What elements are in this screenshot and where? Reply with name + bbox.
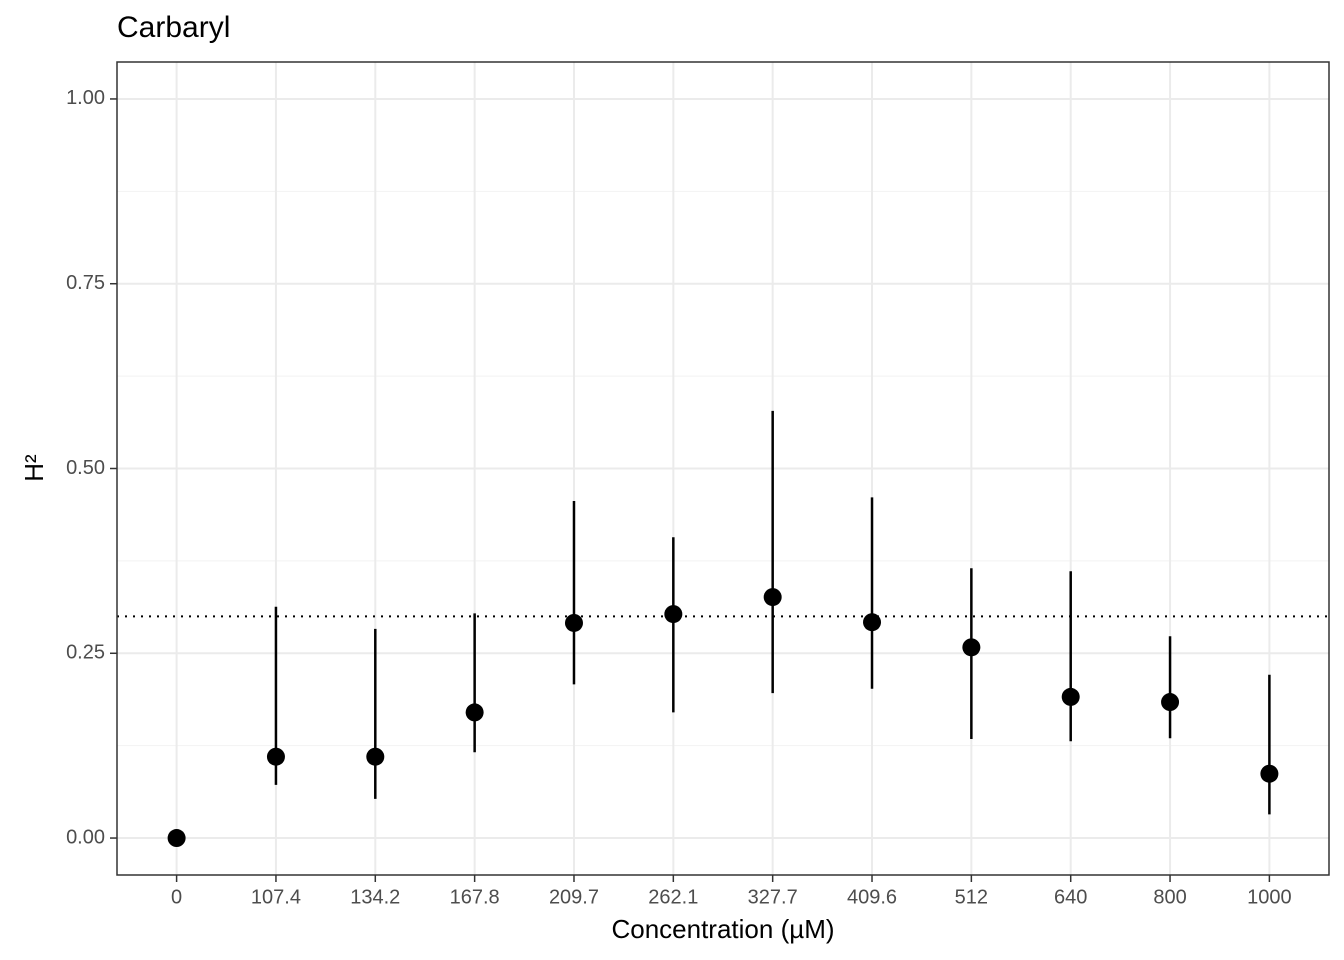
y-tick-label: 0.75 [66,272,105,294]
point [863,613,882,632]
x-tick-label: 1000 [1247,886,1292,908]
x-tick-label: 800 [1153,886,1186,908]
y-tick-label: 0.50 [66,457,105,479]
x-tick-label: 327.7 [748,886,798,908]
x-tick-label: 262.1 [648,886,698,908]
x-tick-label: 209.7 [549,886,599,908]
point [266,747,285,766]
x-tick-label: 107.4 [251,886,301,908]
point [763,588,782,607]
y-tick-label: 0.25 [66,642,105,664]
point [465,703,484,722]
chart-title: Carbaryl [117,11,230,44]
point [167,829,186,848]
point [366,747,385,766]
x-tick-label: 640 [1054,886,1087,908]
y-axis-label: H² [19,454,49,482]
point [962,638,981,657]
point [564,613,583,632]
point [1161,693,1180,712]
x-tick-label: 512 [955,886,988,908]
x-axis-label: Concentration (µM) [611,914,834,944]
point [664,605,683,624]
x-tick-label: 409.6 [847,886,897,908]
point [1061,687,1080,706]
x-tick-label: 167.8 [450,886,500,908]
point [1260,764,1279,783]
y-tick-label: 0.00 [66,826,105,848]
x-tick-label: 134.2 [350,886,400,908]
panel-border [116,61,1330,876]
x-tick-label: 0 [171,886,182,908]
y-tick-label: 1.00 [66,87,105,109]
